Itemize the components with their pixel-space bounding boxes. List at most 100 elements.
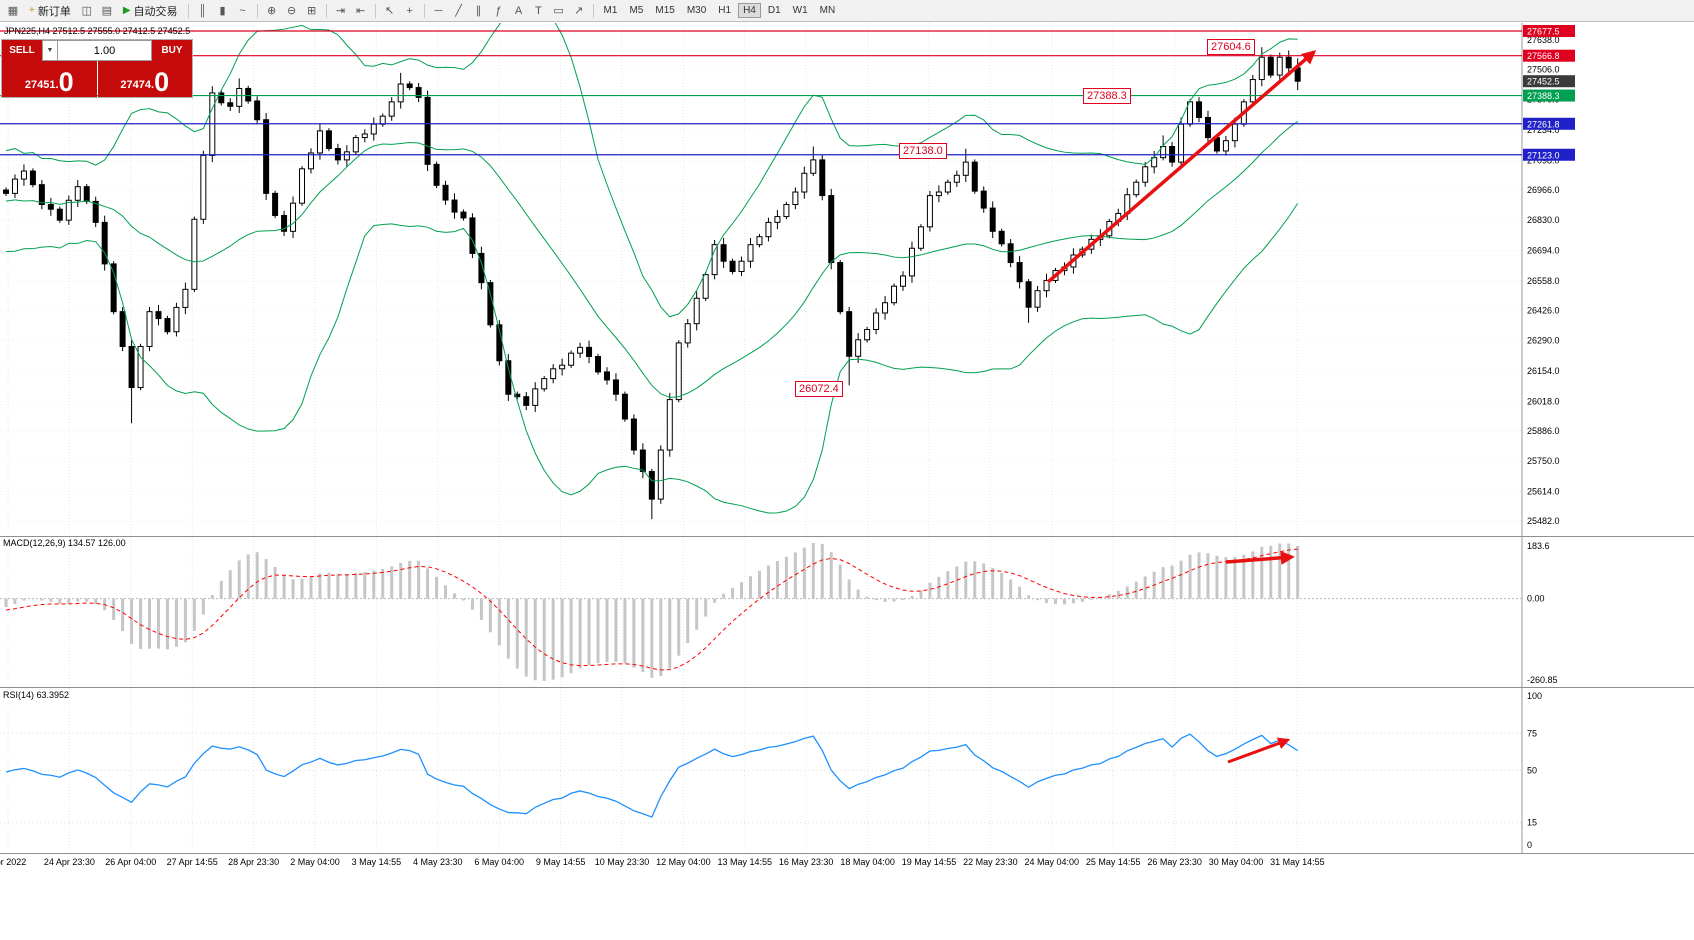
candle <box>1258 56 1265 81</box>
price-annotation[interactable]: 26072.4 <box>795 381 843 398</box>
candle <box>1267 56 1274 76</box>
text-label-icon[interactable]: T <box>530 2 548 19</box>
new-order-button[interactable]: + 新订单 <box>24 1 76 20</box>
rsi-scale-label: 15 <box>1527 818 1537 828</box>
navigator-icon[interactable]: ▤ <box>98 2 116 19</box>
rsi-scale-label: 100 <box>1527 691 1542 701</box>
auto-scroll-icon: ⇥ <box>335 5 346 17</box>
price-tag <box>1523 148 1575 161</box>
trendline-icon[interactable]: ╱ <box>450 2 468 19</box>
timeframe-D1[interactable]: D1 <box>767 5 781 16</box>
charts-grid-icon[interactable]: ◫ <box>78 2 96 19</box>
price-annotation[interactable]: 27138.0 <box>899 143 947 160</box>
candle <box>1222 140 1229 152</box>
candle <box>137 345 144 389</box>
crosshair-icon[interactable]: + <box>401 2 419 19</box>
price-tag-label: 27566.8 <box>1527 51 1560 61</box>
candle <box>639 449 646 472</box>
time-label: 26 Apr 04:00 <box>105 857 157 867</box>
buy-button[interactable]: BUY <box>152 40 192 61</box>
candle <box>370 123 377 135</box>
bar-chart-icon[interactable]: ║ <box>194 2 212 19</box>
zoom-out-icon[interactable]: ⊖ <box>283 2 301 19</box>
volume-dropdown[interactable]: ▼ <box>42 40 58 61</box>
candle <box>1178 123 1185 163</box>
macd-label: MACD(12,26,9) 134.57 126.00 <box>3 538 126 548</box>
timeframe-MN[interactable]: MN <box>819 5 836 16</box>
horizontal-line-icon[interactable]: ─ <box>430 2 448 19</box>
bollinger-band <box>5 23 1298 318</box>
zoom-in-icon[interactable]: ⊕ <box>263 2 281 19</box>
price-annotation[interactable]: 27388.3 <box>1083 87 1131 104</box>
time-label: 3 May 14:55 <box>351 857 402 867</box>
timeframe-M30[interactable]: M30 <box>686 5 707 16</box>
cursor-icon[interactable]: ↖ <box>381 2 399 19</box>
panel-separator[interactable] <box>0 687 1694 688</box>
sell-button[interactable]: SELL <box>2 40 42 61</box>
time-label: 10 May 23:30 <box>594 857 650 867</box>
candle <box>630 418 637 451</box>
auto-trading-button[interactable]: ▶ 自动交易 <box>118 1 183 20</box>
sell-price-button[interactable]: 27451. 0 <box>2 61 97 97</box>
timeframe-M5[interactable]: M5 <box>629 5 644 16</box>
candle <box>765 221 772 238</box>
shapes-icon[interactable]: ▭ <box>550 2 568 19</box>
price-annotation[interactable]: 27604.6 <box>1207 39 1255 56</box>
equidistant-channel-icon[interactable]: ∥ <box>470 2 488 19</box>
candle <box>1025 281 1032 308</box>
line-chart-icon[interactable]: ~ <box>234 2 252 19</box>
candle <box>155 311 162 320</box>
candle <box>272 192 279 216</box>
candle <box>568 352 575 366</box>
main-chart[interactable]: 27638.027506.027370.027234.027098.026966… <box>0 23 1694 536</box>
fibonacci-icon[interactable]: ƒ <box>490 2 508 19</box>
price-tag-label: 27388.3 <box>1527 91 1560 101</box>
candle <box>218 92 225 104</box>
rsi-chart[interactable]: 100 75 50 15 0 <box>0 688 1694 853</box>
candle <box>343 151 350 161</box>
chart-window-icon[interactable]: ▦ <box>4 2 22 19</box>
panel-separator[interactable] <box>0 853 1694 854</box>
candlestick-chart-icon[interactable]: ▮ <box>214 2 232 19</box>
toolbar: ▦ + 新订单 ◫ ▤ ▶ 自动交易 ║ ▮ ~ ⊕ ⊖ ⊞ ⇥ ⇤ ↖ + ─ ╱ ∥ ƒ A T ▭ ↗ M1 M5 M15 M30… <box>0 0 1694 22</box>
timeframe-H4[interactable]: H4 <box>738 3 761 18</box>
price-tick: 25750.0 <box>1527 456 1560 466</box>
chart-shift-icon[interactable]: ⇤ <box>352 2 370 19</box>
timeframe-M15[interactable]: M15 <box>655 5 675 16</box>
panel-separator[interactable] <box>0 536 1694 537</box>
macd-scale-label: -260.85 <box>1527 675 1558 685</box>
candle <box>388 101 395 117</box>
time-label: Apr 2022 <box>0 857 27 867</box>
candle <box>433 163 440 186</box>
timeframe-M1[interactable]: M1 <box>603 5 618 16</box>
buy-price-button[interactable]: 27474. 0 <box>97 61 192 97</box>
candle <box>505 360 512 395</box>
candle <box>424 96 431 165</box>
equidistant-channel-icon: ∥ <box>475 5 482 17</box>
auto-scroll-icon[interactable]: ⇥ <box>332 2 350 19</box>
volume-input[interactable] <box>58 40 152 61</box>
price-tag-label: 27123.0 <box>1527 150 1560 160</box>
macd-arrow <box>1225 550 1295 565</box>
price-tick: 27234.0 <box>1527 125 1560 135</box>
tile-windows-icon[interactable]: ⊞ <box>303 2 321 19</box>
toolbar-separator <box>592 3 594 18</box>
timeframe-W1[interactable]: W1 <box>792 5 808 16</box>
arrows-icon[interactable]: ↗ <box>570 2 588 19</box>
candle <box>164 318 171 333</box>
navigator-icon: ▤ <box>101 5 113 17</box>
rsi-label: RSI(14) 63.3952 <box>3 690 70 700</box>
one-click-trade-panel: SELL ▼ BUY 27451. 0 27474. 0 <box>2 40 192 97</box>
candle <box>855 339 862 357</box>
timeframe-H1[interactable]: H1 <box>718 5 732 16</box>
time-label: 22 May 23:30 <box>963 857 1018 867</box>
candle <box>110 263 117 313</box>
candle <box>1276 56 1283 76</box>
sell-price-big: 0 <box>58 67 74 97</box>
candle <box>819 159 826 197</box>
toolbar-label: 新订单 <box>37 5 71 18</box>
text-icon[interactable]: A <box>510 2 528 19</box>
macd-chart[interactable]: 183.6 0.00 -260.85 <box>0 537 1694 687</box>
candle <box>514 393 521 398</box>
time-label: 2 May 04:00 <box>290 857 340 867</box>
